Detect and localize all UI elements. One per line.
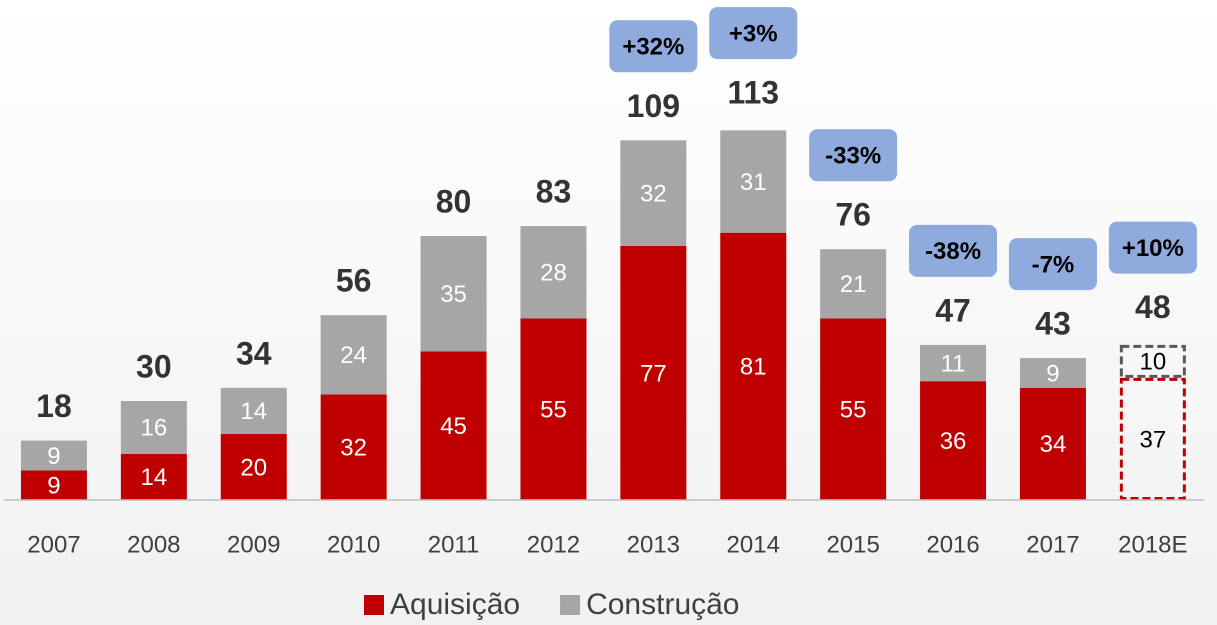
legend-swatch [364, 595, 384, 615]
total-label: 56 [336, 263, 372, 299]
segment-label: 35 [440, 281, 467, 308]
change-label: -33% [825, 143, 881, 170]
segment-label: 34 [1040, 431, 1067, 458]
change-box [709, 7, 798, 60]
bar-segment [320, 394, 387, 500]
segment-label: 9 [47, 443, 60, 470]
x-tick-label: 2018E [1118, 531, 1187, 558]
segment-label: 14 [240, 398, 267, 425]
segment-label: 20 [240, 454, 267, 481]
total-label: 43 [1035, 306, 1071, 342]
segment-label: 9 [1046, 360, 1059, 387]
change-box [909, 224, 998, 277]
x-tick-label: 2011 [428, 531, 480, 558]
change-label: +3% [729, 20, 778, 47]
bar-segment [320, 315, 387, 395]
x-tick-label: 2010 [327, 531, 380, 558]
bar-segment [220, 387, 287, 434]
total-label: 113 [727, 75, 779, 111]
legend-label: Construção [586, 588, 739, 621]
x-tick-label: 2009 [227, 531, 280, 558]
change-box [609, 20, 698, 73]
change-label: +10% [1122, 235, 1184, 262]
total-label: 83 [536, 174, 572, 210]
bar-segment [920, 344, 987, 382]
bar-segment [1019, 358, 1086, 388]
x-tick-label: 2017 [1026, 531, 1079, 558]
bar-segment [420, 236, 487, 352]
segment-label: 28 [540, 260, 567, 287]
x-tick-label: 2007 [27, 531, 80, 558]
segment-label: 9 [47, 472, 60, 499]
bar-segment [20, 440, 87, 471]
x-tick-label: 2016 [926, 531, 979, 558]
segment-label: 24 [340, 342, 367, 369]
segment-label: 55 [540, 397, 567, 424]
bar-segment [1019, 387, 1086, 500]
legend-swatch [560, 595, 581, 615]
segment-label: 32 [340, 435, 367, 462]
segment-label: 77 [640, 360, 667, 387]
change-box [1108, 221, 1197, 274]
x-tick-label: 2008 [127, 531, 180, 558]
x-tick-label: 2013 [627, 531, 680, 558]
bar-segment [620, 140, 687, 246]
segment-label: 10 [1139, 349, 1166, 376]
segment-label: 45 [440, 413, 467, 440]
bar-segment [120, 401, 187, 454]
change-label: -38% [925, 238, 981, 265]
bar-segment [120, 453, 187, 500]
x-tick-label: 2012 [527, 531, 580, 558]
bar-segment [20, 470, 87, 500]
change-box [809, 129, 898, 182]
x-tick-label: 2014 [727, 531, 780, 558]
segment-label: 55 [840, 397, 867, 424]
bar-segment [1119, 344, 1186, 378]
bar-segment [520, 318, 587, 500]
segment-label: 14 [140, 464, 167, 491]
total-label: 30 [136, 348, 172, 384]
change-label: +32% [622, 34, 684, 61]
segment-label: 16 [140, 415, 167, 442]
bar-segment [220, 434, 287, 500]
legend-label: Aquisição [390, 588, 520, 621]
bar-segment [720, 232, 787, 500]
total-label: 47 [935, 292, 971, 328]
segment-label: 37 [1139, 426, 1166, 453]
bar-segment [820, 249, 887, 319]
bar-segment [520, 226, 587, 319]
change-box [1008, 238, 1097, 291]
change-label: -7% [1032, 251, 1075, 278]
segment-label: 21 [840, 271, 867, 298]
bar-segment [620, 245, 687, 500]
total-label: 48 [1135, 289, 1171, 325]
bar-segment [820, 318, 887, 500]
total-label: 109 [627, 88, 680, 124]
total-label: 18 [36, 388, 72, 424]
bar-segment [920, 381, 987, 500]
bar-segment [720, 130, 787, 233]
segment-label: 11 [941, 350, 966, 377]
bar-segment [420, 351, 487, 500]
total-label: 34 [236, 335, 272, 371]
x-tick-label: 2015 [826, 531, 879, 558]
segment-label: 32 [640, 180, 667, 207]
segment-label: 31 [740, 169, 767, 196]
segment-label: 81 [740, 354, 767, 381]
bar-segment [1119, 377, 1186, 500]
total-label: 76 [835, 197, 871, 233]
total-label: 80 [436, 183, 472, 219]
segment-label: 36 [940, 428, 967, 455]
